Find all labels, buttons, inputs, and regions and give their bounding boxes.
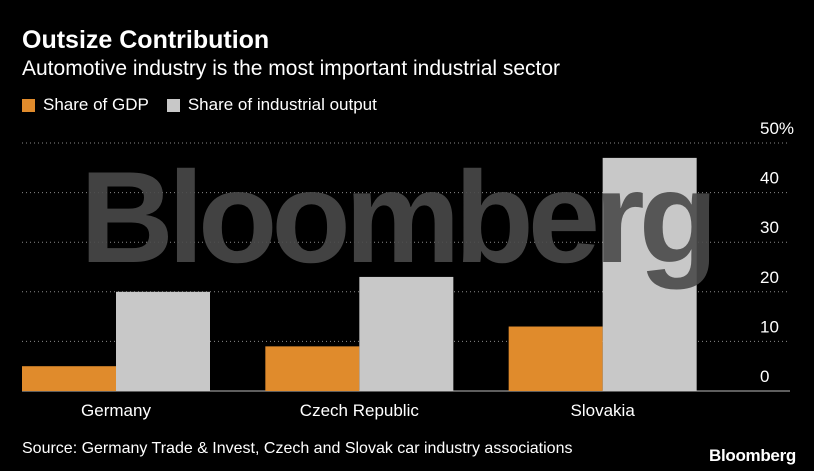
legend-label-gdp: Share of GDP (43, 95, 149, 114)
x-tick-label-germany: Germany (81, 401, 151, 420)
bar-gdp-slovakia (508, 326, 603, 391)
chart-subtitle: Automotive industry is the most importan… (22, 57, 561, 80)
brand-logo: Bloomberg (708, 446, 796, 465)
x-tick-label-slovakia: Slovakia (571, 401, 636, 420)
x-tick-label-czech-republic: Czech Republic (300, 401, 420, 420)
y-tick-label-20: 20 (760, 268, 779, 287)
source-note: Source: Germany Trade & Invest, Czech an… (22, 440, 573, 457)
chart-title: Outsize Contribution (22, 26, 270, 54)
legend-swatch-gdp (22, 98, 35, 112)
y-tick-label-30: 30 (760, 218, 779, 237)
y-tick-label-10: 10 (760, 317, 779, 336)
bar-industrial-germany (116, 291, 210, 391)
legend-label-industrial: Share of industrial output (187, 95, 377, 114)
bar-industrial-czech-republic (359, 276, 454, 391)
y-tick-label-40: 40 (760, 169, 779, 188)
legend-item-gdp: Share of GDP (22, 95, 149, 115)
bar-gdp-germany (22, 366, 116, 391)
legend-item-industrial: Share of industrial output (166, 95, 377, 115)
watermark-logo: Bloomberg (80, 144, 718, 290)
bar-industrial-slovakia (602, 157, 697, 391)
y-tick-label-0: 0 (760, 367, 769, 386)
y-tick-label-50: 50% (760, 119, 794, 138)
legend: Share of GDP Share of industrial output (22, 95, 395, 115)
bar-gdp-czech-republic (265, 346, 360, 391)
legend-swatch-industrial (166, 98, 180, 112)
